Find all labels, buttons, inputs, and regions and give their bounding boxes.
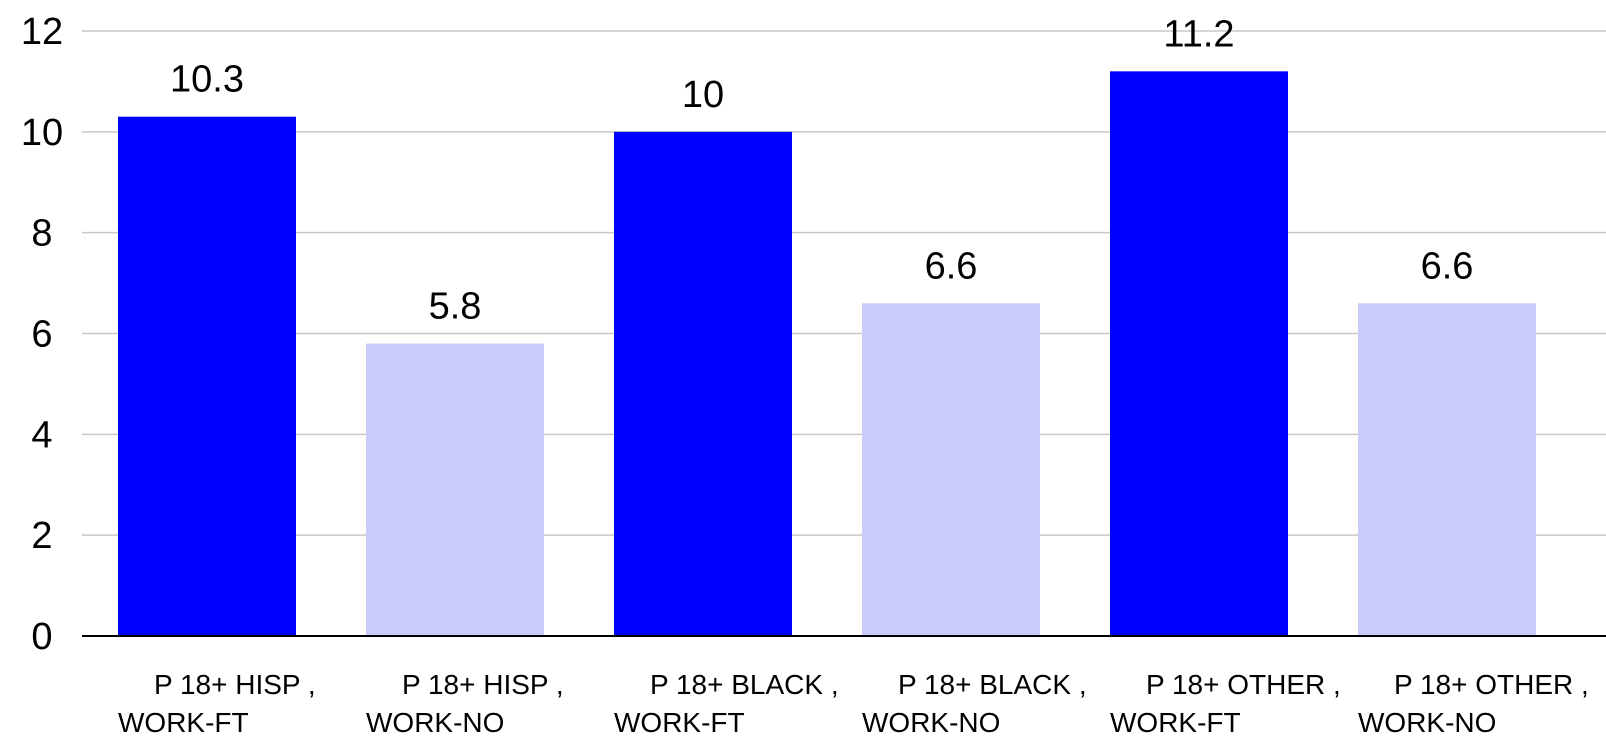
x-category-label-line1: P 18+ BLACK , [898,669,1087,700]
x-category-label-line1: P 18+ BLACK , [650,669,839,700]
y-axis-ticks: 0 2 4 6 8 10 12 [21,11,63,658]
x-axis-categories: P 18+ HISP , WORK-FT P 18+ HISP , WORK-NO P … [118,669,1589,738]
y-tick-label: 4 [31,414,52,456]
bar [118,116,296,637]
x-category-label-line2: WORK-NO [366,707,504,738]
data-label: 11.2 [1163,13,1234,55]
bar [614,131,792,637]
data-label: 6.6 [1421,245,1474,287]
y-tick-label: 12 [21,11,63,53]
bar [1358,303,1536,636]
y-tick-label: 10 [21,112,63,154]
x-category-label-line1: P 18+ OTHER , [1146,669,1341,700]
x-category-label-line1: P 18+ HISP , [402,669,564,700]
x-category-label-line2: WORK-NO [1358,707,1496,738]
y-tick-label: 2 [31,515,52,557]
x-category-label-line1: P 18+ HISP , [154,669,316,700]
bar [1110,71,1288,637]
x-category-label-line1: P 18+ OTHER , [1394,669,1589,700]
x-category-label-line2: WORK-FT [614,707,745,738]
bar [366,343,544,636]
bar [862,303,1040,636]
data-label: 10 [682,74,724,116]
x-category-label-line2: WORK-NO [862,707,1000,738]
x-category-label-line2: WORK-FT [1110,707,1241,738]
y-tick-label: 8 [31,213,52,255]
data-label: 10.3 [170,59,244,101]
x-category-label-line2: WORK-FT [118,707,249,738]
data-label: 6.6 [925,245,978,287]
data-label: 5.8 [429,286,482,328]
bars [118,71,1536,637]
y-tick-label: 0 [31,616,52,658]
gridlines [82,30,1606,536]
y-tick-label: 6 [31,314,52,356]
value-labels: 10.3 5.8 10 6.6 11.2 6.6 [170,13,1473,327]
